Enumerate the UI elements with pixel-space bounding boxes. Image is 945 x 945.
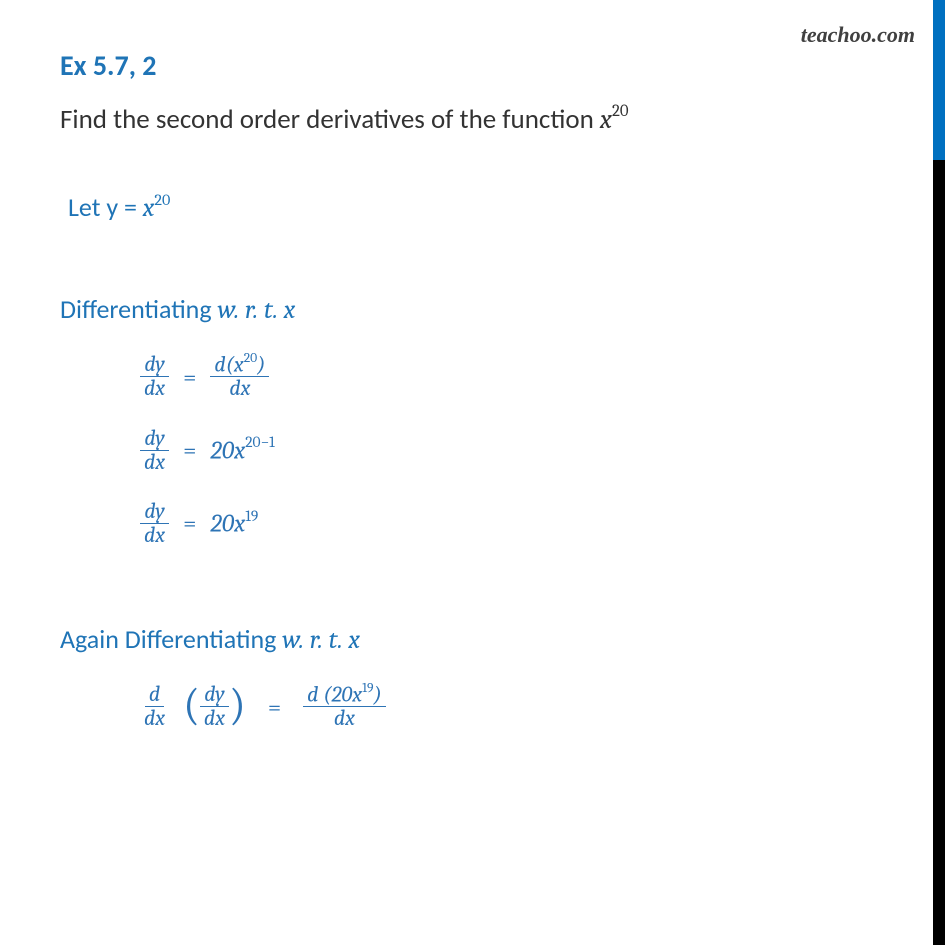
- equation-1: dy dx = d(x20) dx: [140, 353, 885, 401]
- eq2-rhs-exp: 20−1: [245, 433, 275, 451]
- eq4-rhs: d (20x19) dx: [303, 683, 386, 731]
- equation-3: dy dx = 20x19: [140, 500, 885, 547]
- eq4-rhs-den: dx: [330, 707, 359, 730]
- eq3-lhs-den: dx: [140, 524, 169, 547]
- diff2-a: Again Differentiating: [60, 623, 282, 655]
- eq1-rhs-exp: 20: [244, 351, 257, 366]
- eq4-rhs-exp: 19: [362, 681, 373, 696]
- eq1-rhs-num: d(x20): [210, 353, 269, 377]
- diff2-b: w. r. t. x: [282, 625, 360, 655]
- let-line: Let y = x20: [68, 191, 885, 223]
- eq1-rhs-a: d(x: [214, 351, 243, 377]
- let-function: x20: [143, 193, 171, 223]
- content: Ex 5.7, 2 Find the second order derivati…: [0, 0, 945, 730]
- func-base: x: [600, 104, 612, 135]
- equation-4: d dx ( dy dx ) = d (20x19) dx: [140, 683, 885, 731]
- eq2-rhs-a: 20x: [210, 436, 245, 465]
- spacer: [60, 573, 885, 623]
- eq4-rhs-a: d (20x: [307, 681, 362, 707]
- side-stripe: [933, 0, 945, 945]
- stripe-bottom: [933, 160, 945, 945]
- eq3-rhs-a: 20x: [210, 509, 245, 538]
- eq1-lhs-num: dy: [140, 353, 168, 377]
- eq1-rhs-b: ): [257, 351, 265, 377]
- let-base: x: [143, 193, 155, 223]
- eq4-rhs-b: ): [374, 681, 382, 707]
- eq1-lhs: dy dx: [140, 353, 169, 400]
- eq4-rhs-num: d (20x19): [303, 683, 386, 707]
- let-exp: 20: [154, 191, 170, 210]
- func-exp: 20: [612, 102, 629, 121]
- eq1-lhs-den: dx: [140, 377, 169, 400]
- diff1-heading: Differentiating w. r. t. x: [60, 293, 885, 325]
- eq1-rhs-den: dx: [225, 377, 254, 400]
- eq4-paren: ( dy dx ): [183, 683, 246, 730]
- rparen-icon: ): [229, 692, 246, 718]
- eq3-lhs: dy dx: [140, 500, 169, 547]
- eq2-lhs-num: dy: [140, 427, 168, 451]
- eq2-rhs: 20x20−1: [210, 435, 274, 465]
- eq3-lhs-num: dy: [140, 500, 168, 524]
- equation-2: dy dx = 20x20−1: [140, 427, 885, 474]
- eq4-outer-num: d: [145, 683, 164, 707]
- diff2-heading: Again Differentiating w. r. t. x: [60, 623, 885, 655]
- equals-icon: =: [183, 436, 196, 464]
- let-prefix: Let y =: [68, 191, 143, 223]
- question-prefix: Find the second order derivatives of the…: [60, 103, 600, 136]
- eq3-rhs: 20x19: [210, 508, 258, 538]
- lparen-icon: (: [183, 692, 200, 718]
- eq4-inner: dy dx: [200, 683, 229, 730]
- eq4-outer: d dx: [140, 683, 169, 730]
- eq4-outer-den: dx: [140, 707, 169, 730]
- eq1-rhs: d(x20) dx: [210, 353, 269, 401]
- diff1-b: w. r. t. x: [217, 295, 295, 325]
- watermark: teachoo.com: [801, 22, 915, 48]
- eq3-rhs-exp: 19: [245, 507, 258, 525]
- stripe-top: [933, 0, 945, 160]
- diff1-a: Differentiating: [60, 293, 217, 325]
- question-text: Find the second order derivatives of the…: [60, 103, 885, 136]
- eq4-inner-num: dy: [200, 683, 228, 707]
- eq2-lhs-den: dx: [140, 451, 169, 474]
- equals-icon: =: [183, 509, 196, 537]
- equals-icon: =: [268, 693, 281, 721]
- exercise-title: Ex 5.7, 2: [60, 48, 885, 83]
- eq2-lhs: dy dx: [140, 427, 169, 474]
- equals-icon: =: [183, 363, 196, 391]
- eq4-inner-den: dx: [200, 707, 229, 730]
- question-function: x20: [600, 104, 629, 135]
